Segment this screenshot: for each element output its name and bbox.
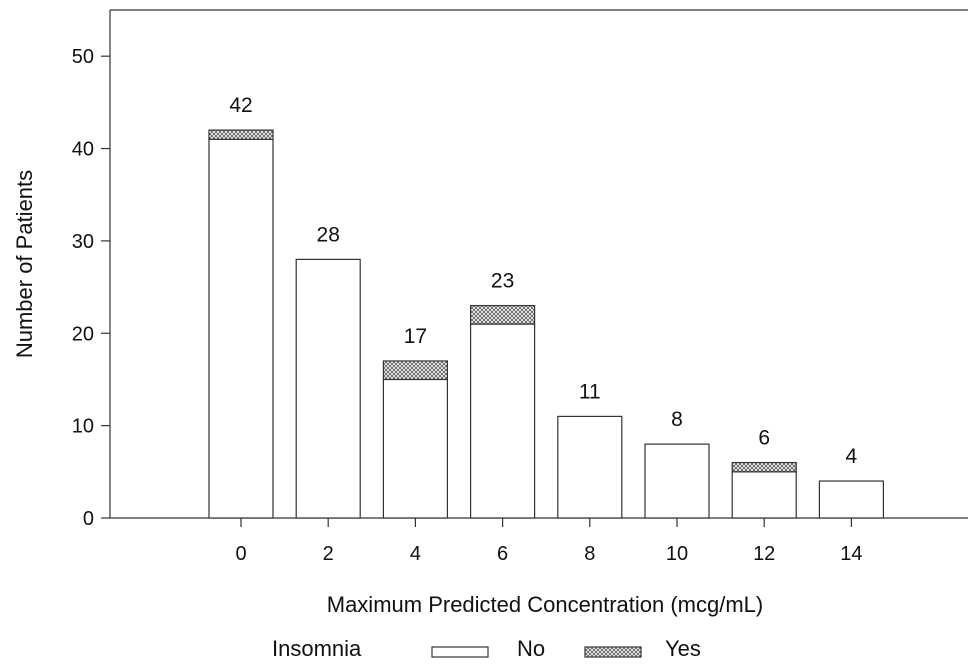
legend-title: Insomnia (272, 636, 362, 661)
y-tick-label: 0 (83, 508, 94, 530)
bar-yes-segment (208, 129, 274, 140)
y-axis-title: Number of Patients (12, 170, 37, 358)
y-tick-label: 20 (72, 323, 94, 345)
bars-group (208, 129, 885, 519)
x-tick-label: 12 (753, 543, 775, 565)
y-tick-label: 40 (72, 139, 94, 161)
bar-total-label: 4 (846, 445, 858, 468)
bar-no-segment (731, 471, 797, 519)
y-tick-label: 50 (72, 46, 94, 68)
x-tick-label: 2 (323, 543, 334, 565)
bar-no-segment (295, 258, 361, 519)
data-labels-group: 42 28 17 23 11 8 6 4 (229, 94, 857, 468)
legend-swatch-no (431, 646, 489, 658)
bar-no-segment (470, 323, 536, 519)
x-tick-label: 14 (840, 543, 862, 565)
x-tick-label: 4 (410, 543, 421, 565)
bar-yes-segment (731, 461, 797, 473)
legend: Insomnia No Yes (272, 636, 701, 661)
legend-swatch-yes (584, 646, 642, 658)
y-axis-ticks: 0 10 20 30 40 50 (72, 46, 110, 530)
bar-total-label: 8 (671, 408, 683, 431)
x-tick-label: 8 (584, 543, 595, 565)
x-tick-label: 0 (235, 543, 246, 565)
bar-total-label: 42 (229, 94, 252, 117)
bar-no-segment (818, 480, 885, 519)
y-tick-label: 30 (72, 231, 94, 253)
bar-total-label: 23 (491, 270, 514, 293)
x-tick-label: 6 (497, 543, 508, 565)
bar-yes-segment (382, 360, 448, 381)
bar-no-segment (644, 443, 710, 519)
bar-no-segment (557, 415, 623, 519)
legend-label-no: No (517, 636, 545, 661)
x-axis-ticks: 0 2 4 6 8 10 12 14 (235, 518, 863, 565)
y-tick-label: 10 (72, 416, 94, 438)
legend-label-yes: Yes (665, 636, 701, 661)
bar-no-segment (208, 138, 274, 519)
x-axis-title: Maximum Predicted Concentration (mcg/mL) (327, 592, 763, 617)
bar-total-label: 6 (758, 427, 770, 450)
bar-no-segment (382, 378, 448, 519)
bar-total-label: 11 (579, 380, 601, 403)
bar-total-label: 17 (404, 325, 427, 348)
bar-total-label: 28 (317, 223, 340, 246)
x-tick-label: 10 (666, 543, 688, 565)
bar-yes-segment (470, 304, 536, 325)
